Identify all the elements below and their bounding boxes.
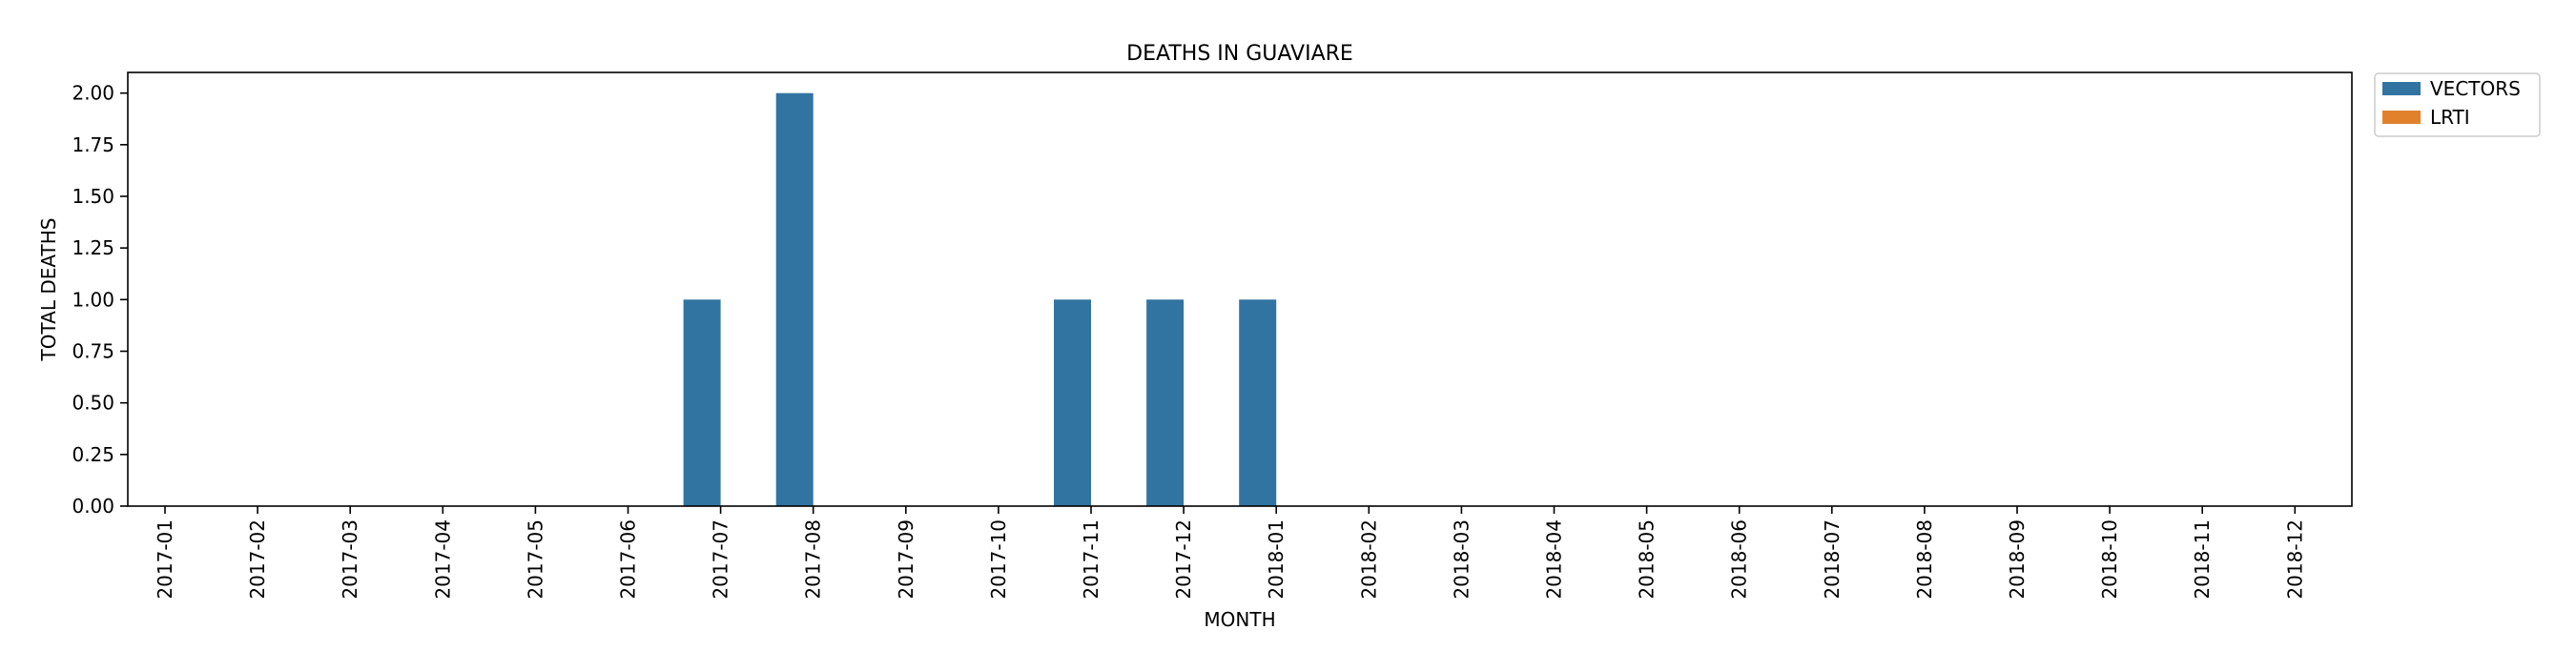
y-tick-label: 0.00 [72, 495, 114, 518]
x-tick-label: 2017-07 [710, 519, 732, 600]
y-axis-label: TOTAL DEATHS [37, 218, 60, 362]
legend-swatch-vectors [2382, 82, 2421, 95]
x-tick-label: 2018-12 [2283, 519, 2306, 600]
x-tick-label: 2018-03 [1450, 519, 1473, 600]
x-tick-label: 2017-10 [987, 519, 1010, 600]
y-tick-label: 1.00 [72, 288, 114, 311]
x-axis-label: MONTH [1204, 608, 1275, 631]
legend-swatch-lrti [2382, 111, 2421, 124]
plot-area-frame [127, 71, 2353, 507]
x-axis: 2017-01 2017-02 2017-03 2017-04 2017-05 2017-… [154, 506, 2306, 600]
x-tick-label: 2017-12 [1172, 519, 1195, 600]
x-tick-label: 2018-06 [1728, 519, 1751, 600]
x-tick-label: 2017-04 [431, 519, 454, 600]
y-tick-label: 1.75 [72, 133, 114, 156]
x-tick-label: 2017-06 [617, 519, 640, 600]
y-tick-label: 1.25 [72, 236, 114, 259]
x-tick-label: 2017-01 [154, 519, 176, 600]
x-tick-label: 2018-08 [1913, 519, 1936, 600]
y-tick-label: 0.50 [72, 392, 114, 415]
x-tick-label: 2018-09 [2006, 519, 2029, 600]
legend-label-vectors: VECTORS [2430, 77, 2521, 100]
bar-vectors-2017-12 [1146, 299, 1185, 506]
x-tick-label: 2018-04 [1543, 519, 1566, 600]
x-tick-label: 2017-09 [895, 519, 917, 600]
x-tick-label: 2017-11 [1080, 519, 1103, 600]
y-tick-label: 0.25 [72, 443, 114, 466]
legend-label-lrti: LRTI [2430, 106, 2470, 129]
x-tick-label: 2018-02 [1357, 519, 1380, 600]
x-tick-label: 2018-10 [2098, 519, 2121, 600]
x-tick-label: 2018-01 [1265, 519, 1288, 600]
x-tick-label: 2017-03 [339, 519, 361, 600]
bar-vectors-2018-01 [1239, 299, 1277, 506]
x-tick-label: 2018-07 [1821, 519, 1844, 600]
bar-vectors-2017-07 [683, 299, 721, 506]
x-tick-label: 2018-11 [2191, 519, 2214, 600]
legend: VECTORS LRTI [2374, 72, 2541, 137]
bars-group [683, 92, 1277, 506]
x-tick-label: 2017-02 [246, 519, 269, 600]
bar-vectors-2017-11 [1054, 299, 1091, 506]
y-tick-label: 0.75 [72, 340, 114, 363]
x-tick-label: 2018-05 [1636, 519, 1659, 600]
y-tick-label: 2.00 [72, 82, 114, 105]
chart-title: DEATHS IN GUAVIARE [1126, 42, 1353, 66]
y-tick-label: 1.50 [72, 185, 114, 208]
x-tick-label: 2017-08 [802, 519, 825, 600]
x-tick-label: 2017-05 [524, 519, 546, 600]
y-axis: 0.00 0.25 0.50 0.75 1.00 1.25 1.50 1.75 2.00 [72, 82, 128, 518]
bar-vectors-2017-08 [775, 92, 814, 506]
